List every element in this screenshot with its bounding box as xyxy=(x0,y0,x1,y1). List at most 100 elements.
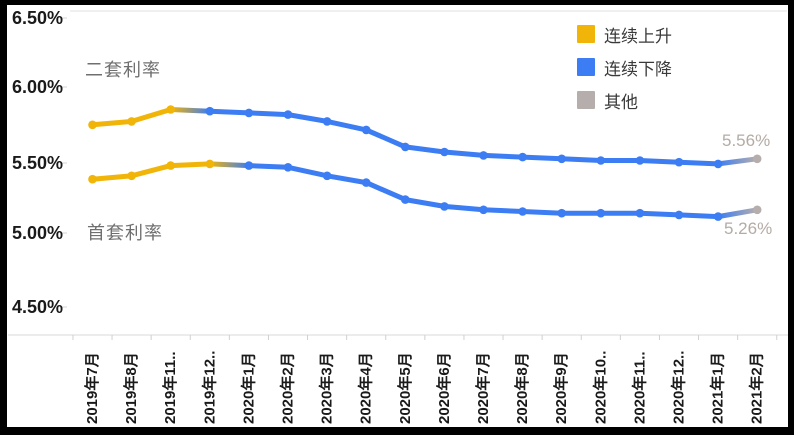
line-segment xyxy=(285,164,330,179)
data-point xyxy=(166,161,175,170)
data-point xyxy=(322,171,332,181)
window-border-top xyxy=(0,0,794,5)
window-border-bottom xyxy=(0,427,794,435)
line-segment xyxy=(481,207,526,214)
data-point xyxy=(440,202,449,211)
line-segment xyxy=(324,173,369,186)
line-segment xyxy=(207,161,252,169)
line-segment xyxy=(363,180,408,203)
x-axis-label: 2020年1月 xyxy=(239,352,257,424)
data-point xyxy=(674,157,684,167)
data-point xyxy=(205,159,215,169)
line-segment xyxy=(559,156,604,163)
legend-item-rising: 连续上升 xyxy=(577,25,672,46)
window-border-left xyxy=(0,0,7,435)
line-segment xyxy=(168,161,213,169)
data-point xyxy=(752,205,762,215)
data-point xyxy=(88,120,97,130)
data-point xyxy=(283,110,293,119)
line-segment xyxy=(129,163,174,179)
rising-color-swatch xyxy=(577,25,595,43)
data-point xyxy=(361,125,371,135)
window-border-right xyxy=(788,0,794,435)
falling-color-swatch xyxy=(577,58,595,76)
data-point xyxy=(479,205,488,215)
line-segment xyxy=(676,159,721,167)
y-axis-label: 6.00% xyxy=(12,77,64,97)
legend-label: 连续下降 xyxy=(604,59,672,79)
data-point xyxy=(674,210,684,220)
line-segment xyxy=(207,108,252,116)
x-axis-label: 2020年10.. xyxy=(591,351,609,424)
x-axis-label: 2020年5月 xyxy=(396,352,414,424)
data-point xyxy=(205,106,215,116)
line-segment xyxy=(676,212,721,220)
y-axis-label: 5.00% xyxy=(12,223,64,243)
data-point xyxy=(518,152,527,162)
data-point xyxy=(596,208,606,218)
x-axis-label: 2020年7月 xyxy=(474,352,492,424)
x-axis-label: 2019年8月 xyxy=(122,352,140,424)
y-axis-label: 5.50% xyxy=(12,153,64,173)
line-segment xyxy=(90,118,135,128)
line-segment xyxy=(246,163,291,170)
line-segment xyxy=(520,154,565,162)
x-axis-label: 2020年11.. xyxy=(630,351,648,424)
data-point xyxy=(401,195,410,204)
legend-label: 其他 xyxy=(604,92,638,112)
data-point xyxy=(596,156,606,165)
line-segment xyxy=(285,112,330,124)
line-segment xyxy=(363,127,408,150)
data-point xyxy=(557,154,566,164)
data-point xyxy=(635,208,645,218)
legend-item-falling: 连续下降 xyxy=(577,58,672,79)
data-point xyxy=(557,208,566,218)
line-segment xyxy=(402,197,447,209)
data-point xyxy=(479,151,488,160)
series-label-first-home-rate: 首套利率 xyxy=(87,223,163,243)
data-point xyxy=(361,178,371,187)
x-axis-label: 2020年9月 xyxy=(552,352,570,424)
data-point xyxy=(752,154,762,164)
line-segment xyxy=(246,110,291,118)
y-axis-label: 6.50% xyxy=(12,8,64,28)
end-value-label-first-home: 5.26% xyxy=(724,219,773,238)
y-axis-label: 4.50% xyxy=(12,297,64,317)
x-axis-label: 2021年2月 xyxy=(748,352,766,424)
line-segment xyxy=(715,156,760,167)
data-point xyxy=(244,161,254,170)
data-point xyxy=(244,108,254,118)
data-point xyxy=(322,117,332,126)
line-segment xyxy=(441,149,486,158)
series-line-second-home xyxy=(88,105,762,169)
series-line-first-home xyxy=(88,159,762,221)
x-axis-label: 2019年11.. xyxy=(161,351,179,424)
legend-label: 连续上升 xyxy=(604,26,672,46)
line-segment xyxy=(90,173,135,182)
line-segment xyxy=(520,209,565,216)
legend-item-other: 其他 xyxy=(577,91,672,112)
x-axis-label: 2020年8月 xyxy=(513,352,531,424)
legend: 连续上升 连续下降 其他 xyxy=(577,25,672,124)
data-point xyxy=(401,142,410,152)
line-segment xyxy=(129,107,174,124)
data-point xyxy=(635,156,645,165)
data-point xyxy=(127,171,136,181)
x-axis-label: 2019年7月 xyxy=(83,352,101,424)
data-point xyxy=(518,207,527,216)
data-point xyxy=(713,159,723,169)
end-value-label-second-home: 5.56% xyxy=(722,131,771,150)
data-point xyxy=(283,163,293,172)
x-axis-label: 2021年1月 xyxy=(709,352,727,424)
data-point xyxy=(440,147,449,157)
data-point xyxy=(127,117,136,126)
line-segment xyxy=(481,152,526,160)
line-segment xyxy=(637,210,682,218)
line-segment xyxy=(637,158,682,165)
line-segment xyxy=(402,144,447,155)
line-segment xyxy=(715,207,760,220)
x-axis-label: 2020年2月 xyxy=(279,352,297,424)
line-segment xyxy=(168,107,213,114)
